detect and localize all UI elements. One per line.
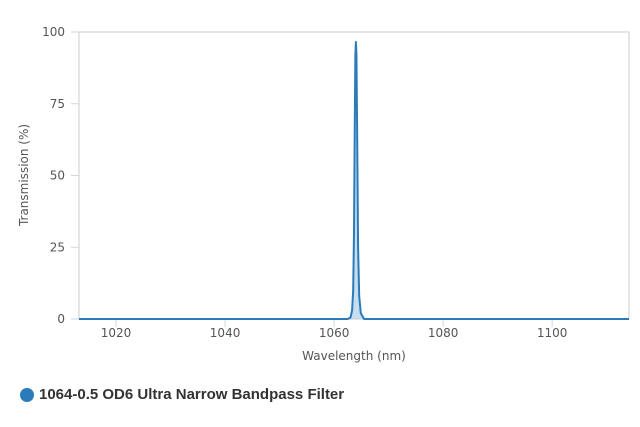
series-line (79, 41, 629, 320)
chart: 0 25 50 75 100 1020 1040 1060 1080 1100 Wavelengt… (17, 25, 630, 363)
x-axis-label: Wavelength (nm) (302, 349, 406, 363)
y-tick-label: 50 (50, 169, 65, 183)
y-tick-label: 100 (42, 25, 65, 39)
y-tick-label: 0 (57, 312, 65, 326)
x-tick-label: 1060 (319, 326, 350, 340)
x-tick-label: 1040 (210, 326, 241, 340)
legend[interactable]: 1064-0.5 OD6 Ultra Narrow Bandpass Filte… (20, 386, 344, 403)
y-axis-label: Transmission (%) (17, 124, 31, 227)
x-tick-label: 1020 (101, 326, 132, 340)
x-tick-label: 1100 (537, 326, 568, 340)
x-tick-label: 1080 (428, 326, 459, 340)
legend-marker (20, 387, 34, 402)
y-tick-label: 25 (50, 240, 65, 254)
y-tick-label: 75 (50, 97, 65, 111)
legend-label: 1064-0.5 OD6 Ultra Narrow Bandpass Filte… (39, 386, 345, 403)
